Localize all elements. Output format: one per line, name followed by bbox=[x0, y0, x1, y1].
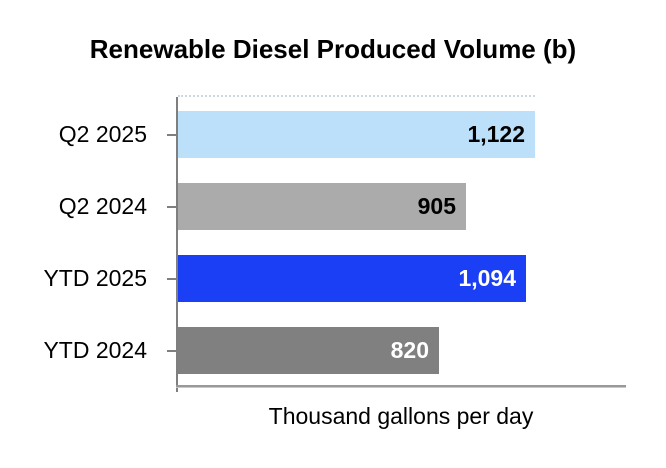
category-label-ytd-2025: YTD 2025 bbox=[43, 265, 147, 291]
value-label: 905 bbox=[417, 193, 456, 219]
category-label-q2-2025: Q2 2025 bbox=[58, 121, 147, 147]
category-label-ytd-2024: YTD 2024 bbox=[43, 337, 147, 363]
axis-tick bbox=[167, 206, 176, 208]
top-gridline bbox=[178, 95, 535, 97]
axis-tick bbox=[167, 350, 176, 352]
y-axis-line bbox=[176, 97, 178, 392]
bar-ytd-2024: 820 bbox=[178, 327, 439, 374]
value-label: 820 bbox=[390, 337, 429, 363]
category-label-q2-2024: Q2 2024 bbox=[58, 193, 147, 219]
bar-q2-2025: 1,122 bbox=[178, 111, 535, 158]
chart-title: Renewable Diesel Produced Volume (b) bbox=[89, 34, 577, 64]
x-axis-line bbox=[176, 385, 626, 388]
axis-tick bbox=[167, 134, 176, 136]
value-label: 1,094 bbox=[458, 265, 516, 291]
axis-tick bbox=[167, 278, 176, 280]
bar-q2-2024: 905 bbox=[178, 183, 466, 230]
x-axis-title: Thousand gallons per day bbox=[268, 403, 534, 429]
bar-ytd-2025: 1,094 bbox=[178, 255, 526, 302]
value-label: 1,122 bbox=[467, 121, 525, 147]
